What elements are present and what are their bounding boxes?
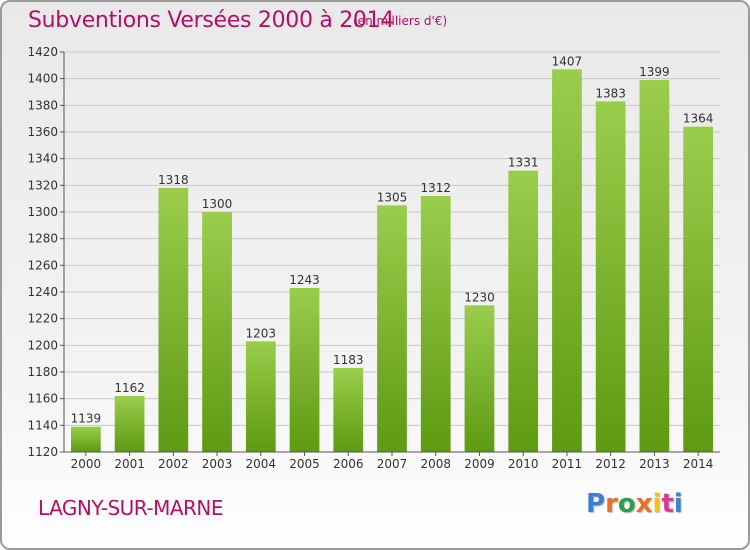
data-label: 1312 <box>420 181 451 195</box>
data-label: 1162 <box>114 381 145 395</box>
axes: 1120 1140 1160 1180 1200 1220 1240 1260 1280 1300… <box>27 45 720 471</box>
x-tick-label: 2003 <box>202 457 233 471</box>
y-tick-label: 1340 <box>27 152 58 166</box>
y-tick-label: 1120 <box>27 445 58 459</box>
bar-2014 <box>683 126 714 453</box>
x-tick-label: 2010 <box>508 457 539 471</box>
x-tick-label: 2002 <box>158 457 189 471</box>
logo-letter: i <box>673 489 683 519</box>
data-label: 1300 <box>202 197 233 211</box>
bar-2001 <box>114 396 145 452</box>
y-tick-label: 1240 <box>27 285 58 299</box>
bar-2012 <box>595 101 626 452</box>
data-label: 1183 <box>333 353 364 367</box>
x-tick-label: 2013 <box>639 457 670 471</box>
x-tick-label: 2004 <box>246 457 277 471</box>
x-tick-label: 2008 <box>420 457 451 471</box>
chart-subtitle: (en milliers d'€) <box>353 14 448 28</box>
y-tick-label: 1260 <box>27 258 58 272</box>
bar-2008 <box>420 196 451 452</box>
y-tick-label: 1400 <box>27 72 58 86</box>
proxiti-logo[interactable]: Proxiti <box>586 489 683 519</box>
data-label: 1139 <box>71 412 102 426</box>
bar-2005 <box>289 288 320 452</box>
bar-2009 <box>464 305 495 452</box>
y-tick-label: 1140 <box>27 418 58 432</box>
data-label: 1364 <box>683 112 714 126</box>
logo-letter: t <box>661 489 674 519</box>
x-tick-label: 2014 <box>683 457 714 471</box>
y-tick-label: 1300 <box>27 205 58 219</box>
data-label: 1243 <box>289 273 320 287</box>
logo-letter: i <box>652 489 662 519</box>
y-tick-label: 1180 <box>27 365 58 379</box>
y-tick-label: 1220 <box>27 312 58 326</box>
chart-title: Subventions Versées 2000 à 2014 <box>28 8 395 33</box>
bar-2002 <box>158 188 189 452</box>
commune-name: LAGNY-SUR-MARNE <box>38 496 224 520</box>
x-tick-label: 2011 <box>552 457 583 471</box>
x-tick-label: 2012 <box>595 457 626 471</box>
logo-letter: P <box>586 489 606 519</box>
data-label: 1203 <box>246 326 277 340</box>
x-tick-label: 2006 <box>333 457 364 471</box>
x-tick-label: 2000 <box>71 457 102 471</box>
y-tick-label: 1280 <box>27 232 58 246</box>
logo-letter: r <box>605 489 618 519</box>
bar-2013 <box>639 80 670 452</box>
data-label: 1331 <box>508 156 539 170</box>
logo-letter: o <box>617 489 636 519</box>
data-label: 1305 <box>377 190 408 204</box>
bar-2000 <box>70 426 101 452</box>
bar-2007 <box>377 205 407 452</box>
bar-2010 <box>508 170 539 452</box>
y-tick-label: 1320 <box>27 178 58 192</box>
data-label: 1399 <box>639 65 670 79</box>
data-label: 1230 <box>464 290 495 304</box>
y-tick-label: 1200 <box>27 338 58 352</box>
x-tick-label: 2001 <box>114 457 145 471</box>
y-tick-label: 1360 <box>27 125 58 139</box>
y-tick-label: 1420 <box>27 45 58 59</box>
bars: 1139 1162 1318 1300 1203 1243 1183 1305 1312 1230… <box>70 54 714 453</box>
bar-2004 <box>245 341 276 452</box>
bar-2003 <box>202 212 232 452</box>
x-tick-label: 2009 <box>464 457 495 471</box>
x-tick-label: 2005 <box>289 457 320 471</box>
data-label: 1407 <box>552 54 583 68</box>
data-label: 1383 <box>595 86 626 100</box>
logo-letter: x <box>635 489 653 519</box>
x-tick-label: 2007 <box>377 457 408 471</box>
y-tick-label: 1380 <box>27 98 58 112</box>
bar-2006 <box>333 368 364 452</box>
bar-2011 <box>552 69 582 452</box>
y-tick-label: 1160 <box>27 392 58 406</box>
data-label: 1318 <box>158 173 189 187</box>
